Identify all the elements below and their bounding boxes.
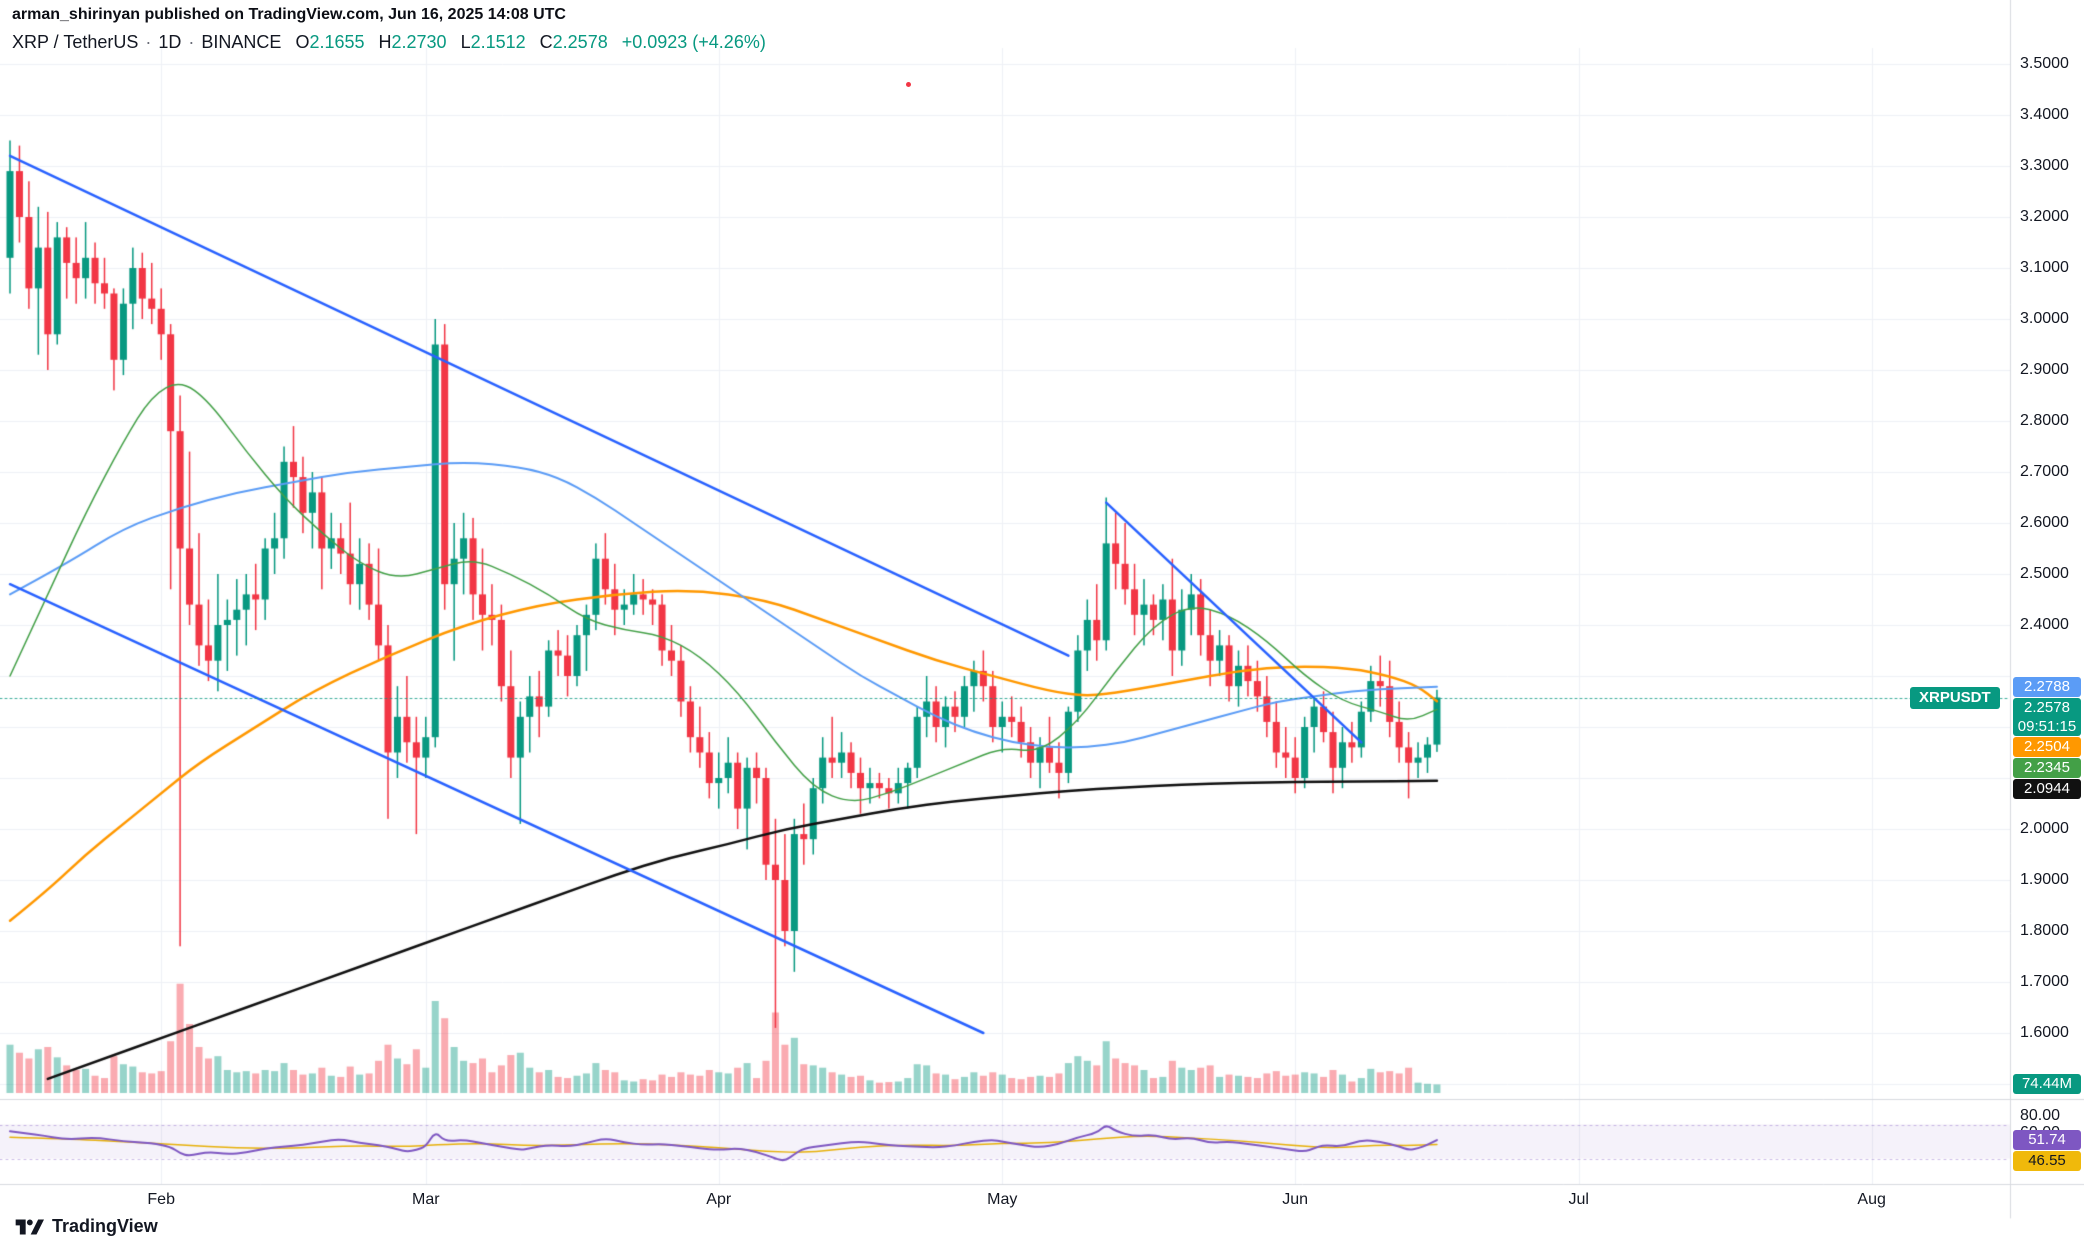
symbol-name[interactable]: XRP / TetherUS <box>12 32 139 52</box>
rsi-ma-value-tag: 46.55 <box>2013 1151 2081 1172</box>
low-readout: L2.1512 <box>460 32 526 52</box>
time-axis[interactable]: Feb Mar Apr May Jun Jul Aug <box>0 1184 2084 1218</box>
price-axis-label: 2.5000 <box>2020 565 2069 582</box>
ma-green-price-tag: 2.2345 <box>2013 757 2081 778</box>
price-axis-label: 2.7000 <box>2020 463 2069 480</box>
ma-black-price-tag: 2.0944 <box>2013 778 2081 799</box>
price-axis-label: 2.9000 <box>2020 361 2069 378</box>
price-axis-label: 1.8000 <box>2020 922 2069 939</box>
rsi-axis-label: 80.00 <box>2020 1107 2061 1124</box>
price-axis-label: 2.8000 <box>2020 412 2069 429</box>
volume-value-tag: 74.44M <box>2013 1074 2081 1095</box>
time-axis-month: Mar <box>412 1191 440 1208</box>
exchange-label[interactable]: BINANCE <box>201 32 282 52</box>
time-axis-month: May <box>987 1191 1018 1208</box>
separator-dot: · <box>145 32 152 52</box>
price-axis-label: 3.2000 <box>2020 208 2069 225</box>
price-axis-label: 1.9000 <box>2020 871 2069 888</box>
countdown-timer: 09:51:15 <box>2017 717 2077 735</box>
attribution-line: arman_shirinyan published on TradingView… <box>12 6 566 23</box>
high-readout: H2.2730 <box>378 32 447 52</box>
price-axis-label: 1.6000 <box>2020 1024 2069 1041</box>
tradingview-logo-text: TradingView <box>52 1216 158 1236</box>
price-axis-label: 3.0000 <box>2020 310 2069 327</box>
symbol-info-bar: XRP / TetherUS · 1D · BINANCE O2.1655 H2… <box>12 32 766 53</box>
current-price-tag-value: 2.2578 <box>2024 698 2070 716</box>
price-axis-label: 2.0000 <box>2020 820 2069 837</box>
close-readout: C2.2578 <box>539 32 608 52</box>
price-axis-label: 3.5000 <box>2020 55 2069 72</box>
price-axis-label: 1.7000 <box>2020 973 2069 990</box>
change-value: +0.0923 (+4.26%) <box>621 32 766 52</box>
interval-label[interactable]: 1D <box>158 32 182 52</box>
price-axis-label: 3.4000 <box>2020 106 2069 123</box>
current-price-tag: 2.2578 09:51:15 <box>2013 697 2081 736</box>
separator-dot: · <box>188 32 195 52</box>
price-axis-label: 2.4000 <box>2020 616 2069 633</box>
ma-orange-price-tag: 2.2504 <box>2013 736 2081 757</box>
price-axis[interactable]: 3.5000 3.4000 3.3000 3.2000 3.1000 3.0000 2.90… <box>2010 0 2084 1218</box>
ma-blue-price-tag: 2.2788 <box>2013 676 2081 697</box>
time-axis-month: Feb <box>147 1191 175 1208</box>
time-axis-month: Jul <box>1568 1191 1589 1208</box>
price-axis-label: 3.3000 <box>2020 157 2069 174</box>
symbol-last-value-flag: XRPUSDT <box>1910 686 2000 709</box>
tradingview-logo[interactable]: TradingView <box>14 1216 158 1237</box>
price-axis-label: 3.1000 <box>2020 259 2069 276</box>
time-axis-month: Aug <box>1857 1191 1886 1208</box>
time-axis-month: Apr <box>706 1191 732 1208</box>
price-axis-label: 2.6000 <box>2020 514 2069 531</box>
open-readout: O2.1655 <box>295 32 365 52</box>
red-marker-dot <box>906 82 911 87</box>
rsi-value-tag: 51.74 <box>2013 1130 2081 1151</box>
time-axis-month: Jun <box>1282 1191 1309 1208</box>
tradingview-logo-icon <box>15 1219 44 1234</box>
